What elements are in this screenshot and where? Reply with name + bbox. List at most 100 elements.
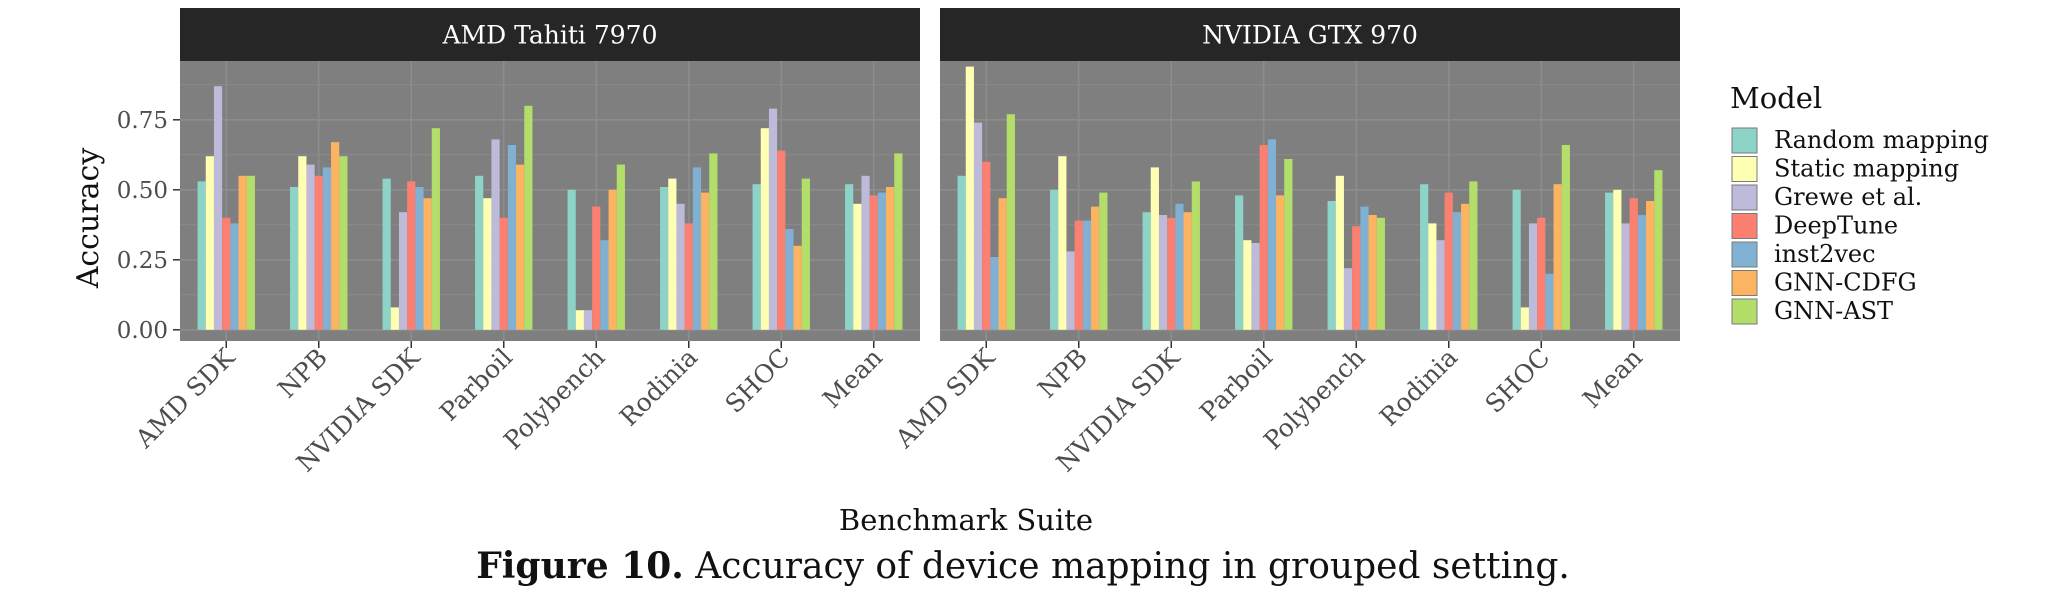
bar [853, 203, 862, 330]
legend-swatch [1731, 241, 1758, 268]
bar [213, 86, 223, 330]
bar [1251, 243, 1260, 330]
bar [306, 164, 315, 330]
bar [1605, 192, 1614, 330]
bar [314, 175, 323, 330]
bar [1352, 226, 1361, 330]
bar [668, 178, 677, 330]
bar [431, 128, 440, 330]
facet-strip [180, 8, 920, 61]
bar [957, 175, 966, 330]
bar [1561, 145, 1570, 330]
bar [877, 192, 887, 330]
x-tick-label: Rodinia [1374, 343, 1463, 432]
bar [801, 178, 810, 330]
caption-text: Accuracy of device mapping in grouped se… [695, 546, 1570, 587]
x-tick-label: Rodinia [614, 343, 703, 432]
bar [331, 142, 340, 330]
bar [1158, 215, 1168, 330]
bar [398, 212, 408, 330]
bar [1537, 217, 1546, 330]
bar [475, 175, 484, 330]
bar [567, 189, 576, 330]
caption-label: Figure 10. [476, 545, 684, 587]
bar [1142, 212, 1151, 330]
bar [407, 181, 416, 330]
bar [230, 223, 239, 330]
bar [1183, 212, 1192, 330]
bar [238, 175, 247, 330]
bar [1621, 223, 1630, 330]
legend-swatch [1731, 156, 1758, 182]
bar [1050, 189, 1059, 330]
bar [1512, 189, 1521, 330]
y-tick-label: 0.75 [117, 108, 168, 134]
legend-label: GNN-AST [1774, 297, 1893, 325]
x-tick-label: Mean [1577, 343, 1648, 414]
bar [1461, 203, 1470, 330]
facet-title: NVIDIA GTX 970 [1202, 21, 1418, 50]
y-tick-label: 0.25 [117, 248, 168, 274]
bar [524, 105, 533, 330]
bar [701, 192, 710, 330]
bar [1150, 167, 1159, 330]
bar [583, 310, 593, 330]
bar [861, 175, 870, 330]
bar [483, 198, 492, 330]
bar [785, 229, 794, 330]
legend-label: inst2vec [1774, 240, 1876, 268]
bar [768, 108, 778, 330]
x-tick-label: AMD SDK [129, 342, 241, 454]
bar [1436, 240, 1445, 330]
bar [760, 128, 769, 330]
bar [777, 150, 786, 330]
figure-caption: Figure 10. Accuracy of device mapping in… [0, 545, 2046, 587]
x-tick-label: AMD SDK [889, 342, 1001, 454]
bar [845, 184, 854, 330]
bar [1335, 175, 1344, 330]
bar [1175, 203, 1184, 330]
facet-strip [940, 8, 1680, 61]
bar [1267, 139, 1277, 330]
legend-swatch [1731, 213, 1758, 239]
y-tick-label: 0.00 [117, 318, 168, 344]
bar [592, 206, 601, 330]
x-tick-label: NPB [1032, 343, 1093, 404]
bar [499, 217, 508, 330]
bar [222, 217, 231, 330]
bar [894, 153, 903, 330]
bar [886, 187, 895, 330]
bar [575, 310, 584, 330]
bar [1545, 273, 1554, 330]
bar [298, 156, 307, 330]
bar [516, 164, 525, 330]
legend-swatch [1731, 127, 1758, 154]
x-tick-label: Polybench [498, 343, 610, 455]
bar [684, 223, 693, 330]
bar [1360, 206, 1369, 330]
bar [1520, 307, 1529, 330]
bar [382, 178, 391, 330]
bar [1528, 223, 1538, 330]
bar [1654, 170, 1663, 330]
bar [322, 167, 332, 330]
bar [616, 164, 625, 330]
legend-swatch [1731, 270, 1758, 296]
bar [1276, 195, 1285, 330]
bar [1637, 215, 1647, 330]
bar [1327, 201, 1336, 330]
bar [1452, 212, 1462, 330]
bar [423, 198, 432, 330]
bar [1428, 223, 1437, 330]
bar [1343, 268, 1353, 330]
bar [608, 189, 617, 330]
bar [1284, 159, 1293, 330]
bar [339, 156, 348, 330]
x-tick-label: SHOC [719, 343, 795, 419]
bar [998, 198, 1007, 330]
x-tick-label: SHOC [1479, 343, 1555, 419]
